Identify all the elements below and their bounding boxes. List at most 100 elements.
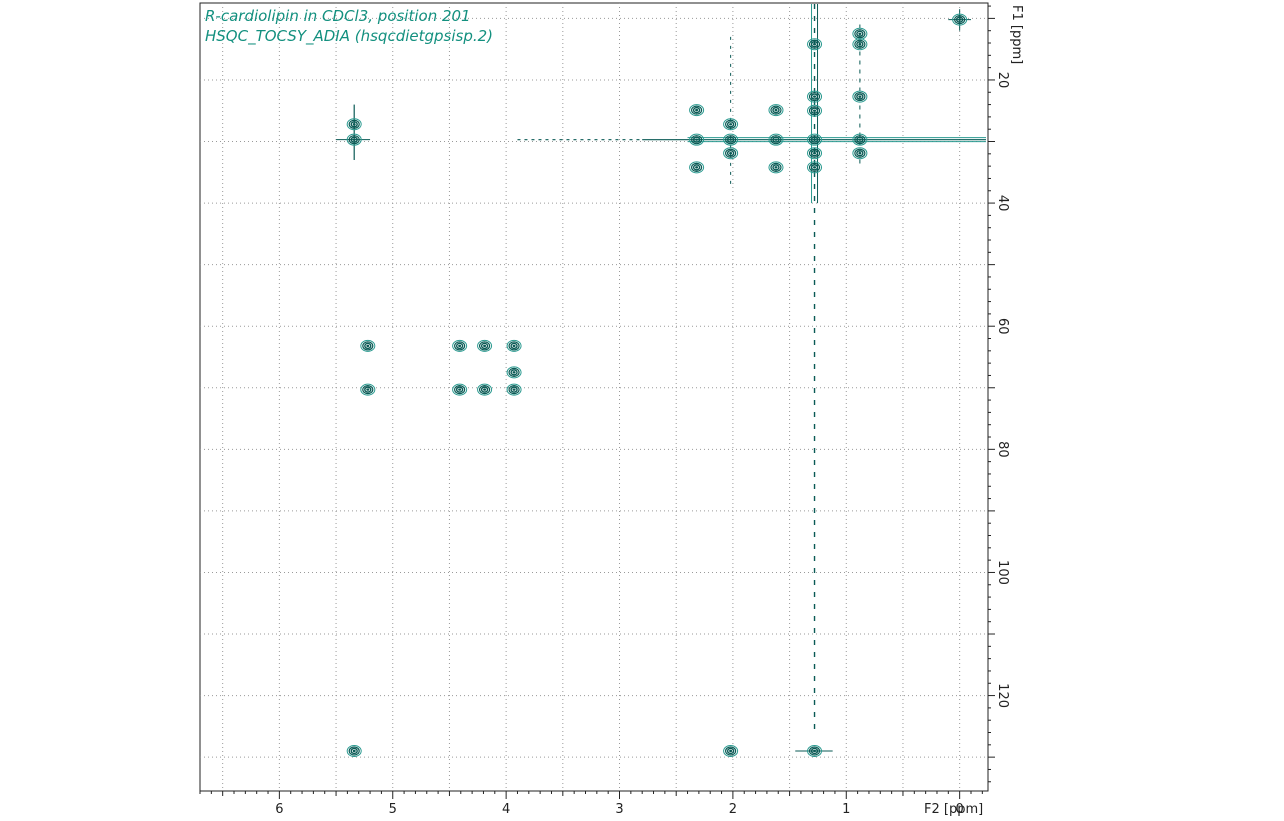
contour-ring xyxy=(723,147,739,160)
contour-ring xyxy=(689,104,705,117)
contour-ring xyxy=(810,136,819,143)
contour-ring xyxy=(807,161,823,174)
x-tick-label: 5 xyxy=(389,802,397,817)
x-tick-label: 1 xyxy=(842,802,850,817)
contour-ring xyxy=(362,385,374,395)
contour-ring xyxy=(364,342,372,350)
contour-ring xyxy=(854,29,866,39)
contour-ring xyxy=(725,135,737,145)
contour-core xyxy=(352,123,356,126)
contour-ring xyxy=(854,148,866,158)
contour-ring xyxy=(726,747,735,755)
y-tick-label: 100 xyxy=(995,560,1010,585)
chart-title: R-cardiolipin in CDCl3, position 201 xyxy=(205,7,471,25)
contour-ring xyxy=(808,148,821,158)
contour-ring xyxy=(808,162,821,172)
contour-core xyxy=(352,749,356,753)
contour-ring xyxy=(506,383,522,396)
contour-ring xyxy=(692,164,701,171)
cross-peak xyxy=(689,133,705,146)
cross-peak xyxy=(852,27,868,40)
contour-ring xyxy=(360,383,376,396)
contour-ring xyxy=(856,30,864,37)
contour-ring xyxy=(348,119,360,129)
cross-peak xyxy=(723,133,739,146)
contour-ring xyxy=(723,133,739,146)
cross-peak xyxy=(723,744,739,757)
contour-ring xyxy=(350,136,358,143)
contour-core xyxy=(813,109,817,112)
contour-ring xyxy=(854,135,866,145)
contour-core xyxy=(695,166,699,169)
cross-peak xyxy=(346,118,362,131)
contour-ring xyxy=(854,91,866,102)
contour-ring xyxy=(360,339,376,352)
contour-ring xyxy=(362,341,374,351)
contour-core xyxy=(858,95,862,98)
contour-ring xyxy=(506,339,522,352)
contour-ring xyxy=(952,13,968,26)
contour-ring xyxy=(508,385,520,395)
cross-peak xyxy=(852,147,868,160)
contour-ring xyxy=(691,162,703,172)
contour-core xyxy=(366,344,370,348)
contour-ring xyxy=(726,121,735,128)
contour-core xyxy=(774,108,778,112)
cross-peak xyxy=(477,383,493,396)
contour-ring xyxy=(810,747,819,755)
y-axis-title: F1 [ppm] xyxy=(1009,5,1024,64)
cross-peak xyxy=(506,383,522,396)
contour-ring xyxy=(346,118,362,131)
contour-core xyxy=(729,138,733,141)
cross-peak xyxy=(852,38,868,51)
contour-ring xyxy=(726,150,735,157)
contour-ring xyxy=(768,133,784,146)
cross-peak xyxy=(807,104,823,117)
cross-peak xyxy=(768,133,784,146)
y-tick-label: 120 xyxy=(995,683,1010,708)
contour-ring xyxy=(510,342,518,350)
contour-ring xyxy=(810,107,819,114)
cross-peak xyxy=(723,147,739,160)
contour-core xyxy=(813,166,817,169)
cross-peak xyxy=(768,161,784,174)
contour-ring xyxy=(768,161,784,174)
x-tick-label: 4 xyxy=(502,802,510,817)
contour-ring xyxy=(954,15,966,25)
contour-ring xyxy=(810,41,819,48)
contour-ring xyxy=(726,136,735,143)
y-tick-label: 80 xyxy=(995,441,1010,458)
cross-peak xyxy=(852,90,868,103)
contour-ring xyxy=(852,38,868,51)
contour-ring xyxy=(346,133,362,146)
contour-ring xyxy=(452,339,468,352)
y-tick-label: 40 xyxy=(995,195,1010,212)
contour-ring xyxy=(852,133,868,146)
contour-ring xyxy=(506,366,522,379)
contour-ring xyxy=(807,90,823,103)
contour-ring xyxy=(808,106,821,116)
contour-core xyxy=(366,388,370,391)
contour-ring xyxy=(810,93,819,100)
contour-ring xyxy=(807,147,823,160)
y-tick-label: 60 xyxy=(995,318,1010,335)
contour-ring xyxy=(480,386,489,393)
cross-peak xyxy=(952,13,968,26)
contour-core xyxy=(858,32,862,35)
y-tick-label: 20 xyxy=(995,72,1010,89)
contour-ring xyxy=(454,341,466,351)
contour-ring xyxy=(808,39,821,49)
contour-core xyxy=(858,43,862,46)
cross-peak xyxy=(807,38,823,51)
contour-ring xyxy=(689,161,705,174)
contour-ring xyxy=(808,135,821,145)
contour-ring xyxy=(350,121,358,128)
contour-core xyxy=(512,344,516,348)
contour-ring xyxy=(348,135,360,145)
contour-ring xyxy=(346,744,362,757)
contour-core xyxy=(458,388,462,391)
contour-ring xyxy=(477,339,493,352)
cross-peak xyxy=(723,118,739,131)
x-tick-label: 2 xyxy=(729,802,737,817)
contour-core xyxy=(958,18,962,21)
